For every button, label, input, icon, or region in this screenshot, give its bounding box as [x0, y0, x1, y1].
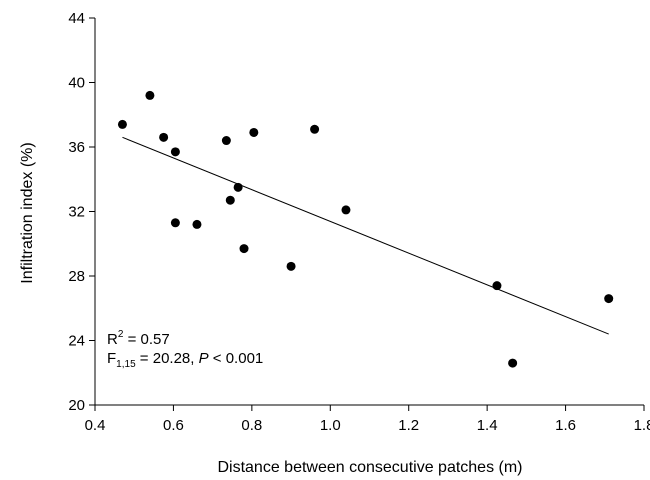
data-point — [286, 261, 296, 271]
r2-rest: = 0.57 — [123, 331, 169, 348]
x-tick-label: 0.4 — [85, 417, 106, 434]
x-tick-label: 1.0 — [320, 417, 341, 434]
f-base: F — [107, 350, 116, 367]
data-point — [225, 195, 235, 205]
y-tick-label: 28 — [68, 268, 85, 285]
y-tick-label: 44 — [68, 10, 85, 27]
y-tick-label: 36 — [68, 139, 85, 156]
data-point — [508, 358, 518, 368]
x-tick-label: 0.8 — [241, 417, 262, 434]
axes — [94, 18, 644, 406]
y-tick-label: 24 — [68, 333, 85, 350]
x-tick-label: 1.8 — [634, 417, 650, 434]
data-point — [341, 205, 351, 215]
p-label: P — [199, 350, 209, 367]
x-tick-label: 1.6 — [555, 417, 576, 434]
y-tick-label: 20 — [68, 397, 85, 414]
f-sub: 1,15 — [116, 359, 136, 370]
data-point — [145, 90, 155, 100]
data-point — [192, 219, 202, 229]
data-points — [117, 90, 614, 368]
p-end: < 0.001 — [209, 350, 264, 367]
x-tick-label: 0.6 — [163, 417, 184, 434]
r2-base: R — [107, 331, 118, 348]
f-mid: = 20.28, — [136, 350, 199, 367]
data-point — [117, 119, 127, 129]
data-point — [159, 132, 169, 142]
y-tick-label: 32 — [68, 204, 85, 221]
fit-line-group — [122, 136, 609, 335]
data-point — [310, 124, 320, 134]
data-point — [604, 294, 614, 304]
x-tick-label: 1.2 — [398, 417, 419, 434]
f-stat-annotation: F1,15 = 20.28, P < 0.001 — [107, 350, 263, 370]
x-tick-label: 1.4 — [477, 417, 498, 434]
ticks: 0.4 0.6 0.8 1.0 1.2 1.4 1.6 1.8 20 24 28 32 36 40 44 — [68, 10, 650, 434]
data-point — [239, 244, 249, 254]
regression-line — [122, 136, 609, 335]
data-point — [170, 147, 180, 157]
r2-sup: 2 — [118, 329, 124, 340]
data-point — [221, 136, 231, 146]
y-axis-title: Infiltration index (%) — [19, 142, 36, 283]
y-tick-label: 40 — [68, 75, 85, 92]
data-point — [249, 127, 259, 137]
r-squared-annotation: R2 = 0.57 — [107, 329, 170, 348]
data-point — [170, 218, 180, 228]
x-axis-title: Distance between consecutive patches (m) — [217, 459, 522, 476]
